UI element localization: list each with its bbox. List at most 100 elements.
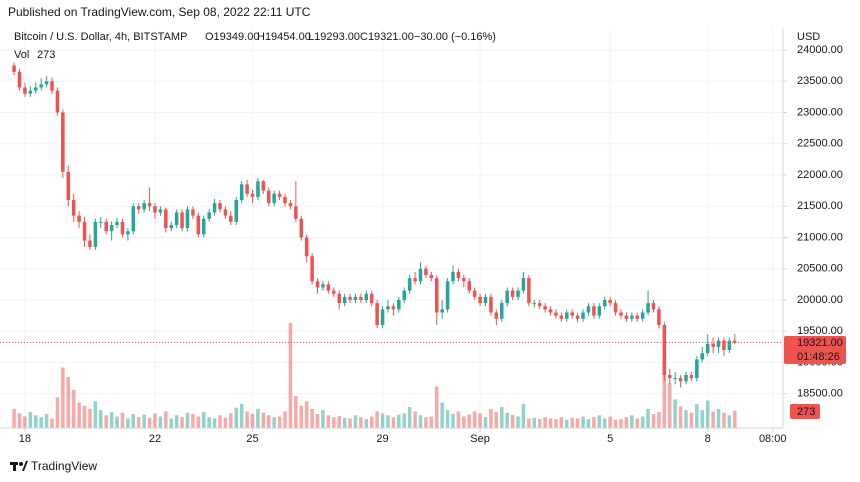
- candle-body: [662, 325, 667, 375]
- candle-body: [169, 225, 173, 229]
- volume-bar: [445, 410, 450, 428]
- volume-bar: [472, 411, 477, 428]
- volume-bar: [722, 412, 726, 428]
- candle-body: [673, 378, 677, 380]
- volume-bar: [126, 418, 130, 428]
- candle-body: [185, 209, 190, 229]
- volume-bar: [543, 417, 547, 428]
- candle-body: [304, 237, 309, 257]
- volume-bar: [93, 401, 98, 428]
- volume-bar: [407, 407, 412, 428]
- candle-body: [23, 87, 27, 94]
- volume-value: 273: [37, 49, 55, 61]
- candle-body: [667, 375, 672, 379]
- candle-body: [239, 184, 244, 200]
- y-tick-label: 21500.00: [797, 200, 843, 212]
- y-tick-label: 24000.00: [797, 44, 843, 56]
- candle-body: [375, 303, 379, 325]
- volume-bar: [272, 417, 276, 428]
- volume-bar: [326, 415, 331, 428]
- candle-body: [380, 309, 385, 325]
- volume-bar: [234, 407, 239, 428]
- candle-body: [99, 221, 103, 223]
- volume-bar: [586, 419, 591, 428]
- volume-bar: [201, 412, 206, 428]
- volume-bar: [391, 417, 396, 428]
- candle-body: [218, 203, 222, 210]
- candle-body: [510, 290, 515, 297]
- candle-body: [191, 209, 195, 216]
- candle-body: [272, 193, 276, 204]
- candle-body: [619, 312, 623, 316]
- candle-body: [391, 306, 396, 310]
- countdown: 01:48:26: [797, 351, 840, 363]
- x-tick-label: 18: [19, 433, 31, 445]
- volume-bar: [565, 419, 569, 428]
- volume-bar: [467, 414, 472, 428]
- volume-bar: [294, 396, 298, 428]
- candle-body: [478, 296, 482, 304]
- volume-bar: [684, 410, 688, 428]
- volume-bar: [185, 412, 190, 428]
- candle-body: [207, 212, 211, 219]
- volume-bar: [342, 417, 347, 428]
- candle-body: [472, 290, 477, 297]
- candle-body: [554, 312, 558, 316]
- volume-bar: [256, 408, 260, 428]
- volume-bar: [12, 408, 16, 428]
- candle-body: [82, 221, 87, 241]
- candle-body: [77, 215, 81, 222]
- candle-body: [630, 315, 634, 319]
- volume-bar: [212, 418, 217, 428]
- volume-bar: [337, 415, 341, 428]
- volume-bar: [131, 414, 136, 428]
- volume-bar: [386, 415, 390, 428]
- last-price-box: [784, 336, 846, 364]
- candle-body: [359, 296, 363, 300]
- candle-body: [245, 184, 249, 194]
- candle-body: [326, 284, 331, 291]
- volume-bar: [229, 413, 233, 428]
- candle-body: [613, 303, 618, 313]
- volume-bar: [678, 406, 683, 428]
- candle-body: [201, 218, 206, 235]
- x-tick-label: 5: [607, 433, 613, 445]
- candle-body: [651, 303, 656, 310]
- x-tick-label: Sep: [470, 433, 490, 445]
- volume-bar: [537, 419, 542, 428]
- candle-body: [592, 306, 596, 316]
- volume-bar: [245, 411, 249, 428]
- candle-body: [66, 171, 71, 200]
- volume-bar: [462, 416, 466, 428]
- volume-bar: [267, 415, 271, 428]
- volume-bar: [283, 411, 287, 428]
- candle-body: [277, 193, 282, 197]
- x-tick-label: 22: [149, 433, 161, 445]
- volume-bar: [667, 383, 672, 428]
- candle-body: [337, 293, 341, 304]
- volume-bar: [640, 416, 645, 428]
- volume-bars: [12, 323, 737, 428]
- candle-body: [483, 296, 488, 304]
- candle-body: [586, 306, 591, 313]
- volume-bar: [44, 414, 49, 428]
- volume-bar: [55, 397, 60, 428]
- candle-body: [44, 81, 49, 85]
- candle-body: [294, 206, 298, 219]
- volume-bar: [624, 417, 629, 428]
- candle-body: [684, 375, 688, 382]
- last-price-label: 19321.00: [797, 337, 843, 349]
- legend-change: −30.00 (−0.16%): [414, 31, 496, 43]
- tradingview-logo: [10, 461, 28, 471]
- candle-body: [407, 278, 412, 291]
- candle-body: [462, 278, 466, 282]
- candle-body: [120, 221, 125, 235]
- candle-body: [537, 303, 542, 307]
- candle-body: [50, 81, 54, 91]
- candle-body: [256, 181, 260, 197]
- volume-bar: [733, 410, 737, 428]
- volume-bar: [402, 413, 406, 428]
- volume-bar: [700, 410, 705, 428]
- volume-bar: [613, 419, 618, 428]
